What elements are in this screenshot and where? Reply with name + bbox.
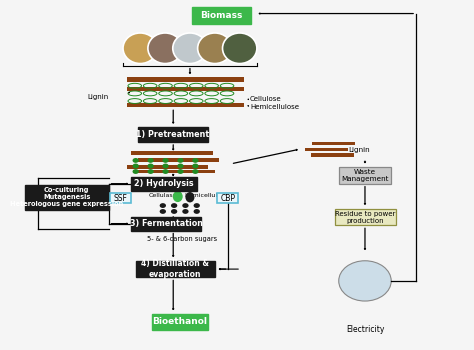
Text: 3) Fermentation: 3) Fermentation (130, 219, 203, 228)
Bar (127, 165, 208, 169)
Ellipse shape (173, 191, 182, 202)
Text: 1) Pretreatment: 1) Pretreatment (137, 130, 210, 139)
Bar (131, 152, 212, 155)
Circle shape (133, 169, 139, 174)
Text: Bioethanol: Bioethanol (152, 317, 207, 326)
Circle shape (192, 169, 199, 174)
Circle shape (177, 158, 183, 163)
Text: Residue to power
production: Residue to power production (335, 210, 395, 224)
Circle shape (160, 203, 166, 208)
FancyBboxPatch shape (131, 217, 201, 231)
Text: CBP: CBP (220, 194, 235, 203)
FancyBboxPatch shape (110, 193, 131, 203)
Ellipse shape (148, 33, 182, 64)
Text: Lignin: Lignin (348, 147, 369, 153)
Bar (127, 86, 244, 91)
Bar (311, 153, 354, 157)
FancyBboxPatch shape (136, 261, 215, 278)
FancyBboxPatch shape (339, 167, 391, 184)
Ellipse shape (222, 33, 257, 64)
Circle shape (192, 158, 199, 163)
FancyBboxPatch shape (335, 209, 396, 225)
Text: Cellulases: Cellulases (148, 193, 180, 198)
Circle shape (163, 163, 169, 168)
Circle shape (177, 169, 183, 174)
Bar (312, 142, 355, 146)
Circle shape (192, 163, 199, 168)
Circle shape (163, 169, 169, 174)
Text: Hemicellulose: Hemicellulose (250, 104, 299, 110)
Circle shape (171, 209, 177, 214)
Text: Electricity: Electricity (346, 325, 384, 334)
Circle shape (171, 203, 177, 208)
Text: Cellulose: Cellulose (250, 96, 282, 102)
FancyBboxPatch shape (217, 193, 238, 203)
Text: Waste
Management: Waste Management (341, 169, 389, 182)
Text: 2) Hydrolysis: 2) Hydrolysis (134, 179, 194, 188)
Circle shape (177, 163, 183, 168)
Text: Co-culturing
Mutagenesis
Heterologous gene expression: Co-culturing Mutagenesis Heterologous ge… (10, 187, 123, 207)
Circle shape (147, 169, 154, 174)
Ellipse shape (123, 33, 157, 64)
Circle shape (339, 261, 391, 301)
Bar (305, 148, 348, 152)
Ellipse shape (198, 33, 232, 64)
FancyBboxPatch shape (131, 177, 197, 191)
Bar (127, 103, 244, 107)
Ellipse shape (173, 33, 207, 64)
Ellipse shape (185, 192, 194, 202)
FancyBboxPatch shape (138, 127, 208, 142)
Text: Lignin: Lignin (87, 94, 109, 100)
Circle shape (147, 158, 154, 163)
FancyBboxPatch shape (152, 314, 208, 329)
Bar (138, 158, 219, 162)
Text: Hemicellulases: Hemicellulases (184, 193, 232, 198)
Circle shape (147, 163, 154, 168)
Circle shape (193, 203, 200, 208)
Circle shape (163, 158, 169, 163)
Circle shape (193, 209, 200, 214)
Text: Biomass: Biomass (201, 11, 243, 20)
Circle shape (160, 209, 166, 214)
Text: 5- & 6-carbon sugars: 5- & 6-carbon sugars (147, 236, 217, 242)
Circle shape (133, 158, 139, 163)
Circle shape (182, 209, 189, 214)
Text: 4) Distillation &
evaporation: 4) Distillation & evaporation (141, 259, 209, 279)
FancyBboxPatch shape (25, 185, 109, 210)
Text: SSF: SSF (114, 194, 128, 203)
Bar (133, 170, 215, 173)
Circle shape (182, 203, 189, 208)
Bar (127, 77, 244, 82)
Circle shape (133, 163, 139, 168)
FancyBboxPatch shape (192, 7, 251, 24)
